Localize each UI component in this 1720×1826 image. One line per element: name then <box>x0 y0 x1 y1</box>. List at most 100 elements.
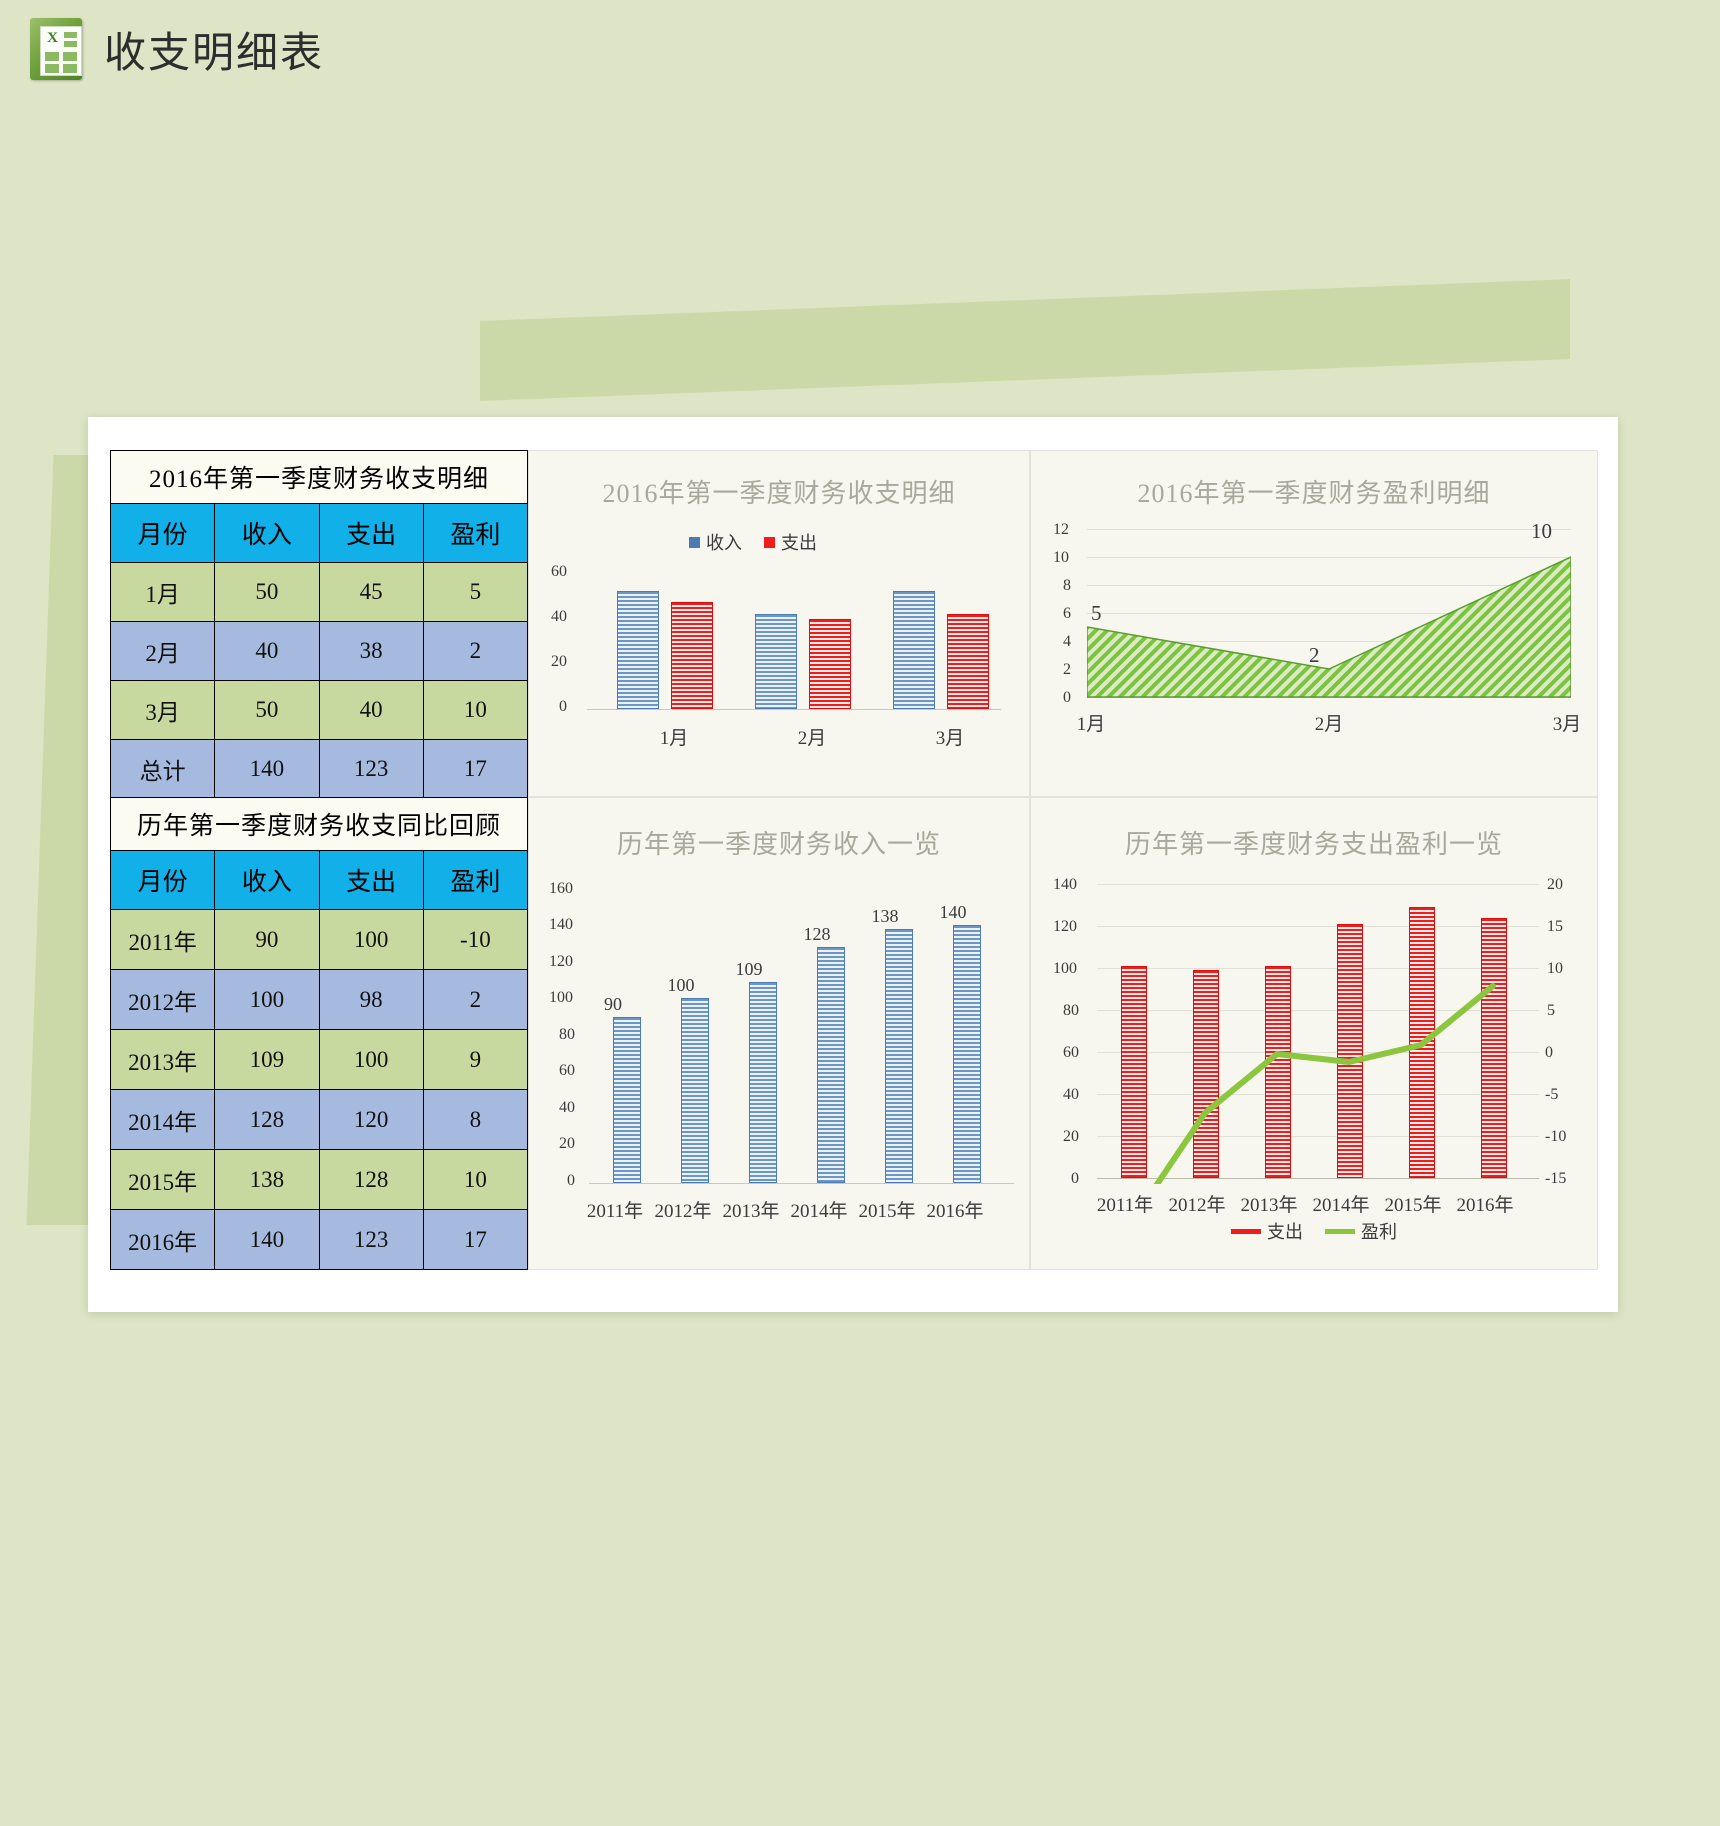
ytick: 160 <box>549 880 573 897</box>
xtick: 2015年 <box>1384 1195 1442 1216</box>
legend-label-profit: 盈利 <box>1361 1222 1397 1242</box>
cell-profit: 2 <box>422 621 528 681</box>
data-label: 100 <box>667 975 695 995</box>
cell-expense: 120 <box>318 1089 424 1150</box>
xtick: 2013年 <box>722 1201 780 1222</box>
ytick-right: -10 <box>1545 1128 1567 1145</box>
xtick: 2014年 <box>790 1201 848 1222</box>
gridline <box>1087 529 1571 530</box>
bar-2016 <box>953 925 981 1183</box>
col-profit: 盈利 <box>422 850 528 910</box>
cell-income: 140 <box>214 739 320 797</box>
ytick-left: 0 <box>1071 1170 1079 1187</box>
dashboard-sheet: 2016年第一季度财务收支明细 月份 收入 支出 盈利 1月 50 45 5 2… <box>88 417 1618 1312</box>
gridline <box>1097 1010 1539 1011</box>
xtick: 2016年 <box>1456 1195 1514 1216</box>
bars-expense-history <box>1097 884 1539 1178</box>
xtick: 2月 <box>797 728 827 749</box>
panel-quarter-table: 2016年第一季度财务收支明细 月份 收入 支出 盈利 1月 50 45 5 2… <box>110 450 528 797</box>
bar-expense <box>947 614 989 709</box>
cell-income: 40 <box>214 621 320 681</box>
dashboard-grid: 2016年第一季度财务收支明细 月份 收入 支出 盈利 1月 50 45 5 2… <box>110 450 1598 1270</box>
decorative-band-top <box>480 279 1570 401</box>
cell-month: 3月 <box>110 680 216 740</box>
ytick-left: 40 <box>1063 1086 1079 1103</box>
cell-expense: 40 <box>318 680 424 740</box>
cell-profit: 2 <box>422 969 528 1030</box>
cell-year: 2011年 <box>110 909 216 970</box>
ytick: 12 <box>1053 521 1069 538</box>
bar-group-3 <box>885 569 1015 709</box>
panel-history-table: 历年第一季度财务收支同比回顾 月份 收入 支出 盈利 2011年 90 100 … <box>110 797 528 1270</box>
cell-income: 128 <box>214 1089 320 1150</box>
xtick: 2012年 <box>654 1201 712 1222</box>
bar-expense <box>809 619 851 709</box>
ytick-right: 5 <box>1547 1002 1555 1019</box>
ytick-right: -15 <box>1545 1170 1567 1187</box>
bar-2011 <box>1121 966 1147 1178</box>
table-caption: 历年第一季度财务收支同比回顾 <box>110 797 528 851</box>
ytick: 8 <box>1063 577 1071 594</box>
gridline <box>1087 613 1571 614</box>
ytick: 20 <box>551 653 567 670</box>
area-series-profit <box>1087 556 1571 698</box>
legend-label-expense: 支出 <box>781 533 817 553</box>
cell-year: 2015年 <box>110 1149 216 1210</box>
bar-2015 <box>885 929 913 1183</box>
ytick: 2 <box>1063 661 1071 678</box>
ytick: 0 <box>559 698 567 715</box>
page-header: X 收支明细表 <box>30 18 324 80</box>
gridline <box>1097 884 1539 885</box>
cell-month: 总计 <box>110 739 216 797</box>
ytick-right: 10 <box>1547 960 1563 977</box>
ytick-left: 60 <box>1063 1044 1079 1061</box>
cell-income: 109 <box>214 1029 320 1090</box>
bar-2012 <box>1193 970 1219 1178</box>
gridline <box>1097 1136 1539 1137</box>
ytick: 60 <box>559 1062 575 1079</box>
col-income: 收入 <box>214 503 320 563</box>
col-income: 收入 <box>214 850 320 910</box>
bar-2014 <box>1337 924 1363 1178</box>
col-expense: 支出 <box>318 503 424 563</box>
bar-income <box>755 614 797 709</box>
table-row: 2013年 109 100 9 <box>110 1029 528 1090</box>
ytick: 20 <box>559 1135 575 1152</box>
data-label: 2 <box>1309 643 1320 667</box>
table-quarter-detail: 2016年第一季度财务收支明细 月份 收入 支出 盈利 1月 50 45 5 2… <box>110 450 528 797</box>
ytick: 40 <box>559 1099 575 1116</box>
ytick-right: 0 <box>1545 1044 1553 1061</box>
data-label: 90 <box>604 994 622 1014</box>
bar-group-1 <box>609 569 739 709</box>
ytick: 60 <box>551 563 567 580</box>
gridline <box>1097 926 1539 927</box>
table-header-row: 月份 收入 支出 盈利 <box>110 503 528 563</box>
ytick: 120 <box>549 953 573 970</box>
xtick: 2月 <box>1314 714 1344 735</box>
xtick: 2013年 <box>1240 1195 1298 1216</box>
table-row: 2016年 140 123 17 <box>110 1209 528 1270</box>
cell-profit: 8 <box>422 1089 528 1150</box>
bar-group-2 <box>747 569 877 709</box>
ytick: 0 <box>1063 689 1071 706</box>
table-header-row: 月份 收入 支出 盈利 <box>110 850 528 910</box>
table-row: 3月 50 40 10 <box>110 680 528 740</box>
cell-expense: 100 <box>318 1029 424 1090</box>
table-caption: 2016年第一季度财务收支明细 <box>110 450 528 504</box>
bar-expense <box>671 602 713 709</box>
bar-income <box>893 591 935 709</box>
cell-profit: -10 <box>422 909 528 970</box>
gridline <box>1097 968 1539 969</box>
bar-2013 <box>749 982 777 1183</box>
data-label: 109 <box>735 959 763 979</box>
ytick: 40 <box>551 608 567 625</box>
xtick: 2014年 <box>1312 1195 1370 1216</box>
panel-chart-income-history: 历年第一季度财务收入一览 160 140 120 100 80 60 40 20… <box>528 797 1030 1270</box>
legend-swatch-expense <box>764 536 775 548</box>
cell-year: 2013年 <box>110 1029 216 1090</box>
col-expense: 支出 <box>318 850 424 910</box>
line-series-profit <box>1153 983 1496 1184</box>
cell-income: 140 <box>214 1209 320 1270</box>
cell-year: 2012年 <box>110 969 216 1030</box>
ytick-right: 20 <box>1547 876 1563 893</box>
